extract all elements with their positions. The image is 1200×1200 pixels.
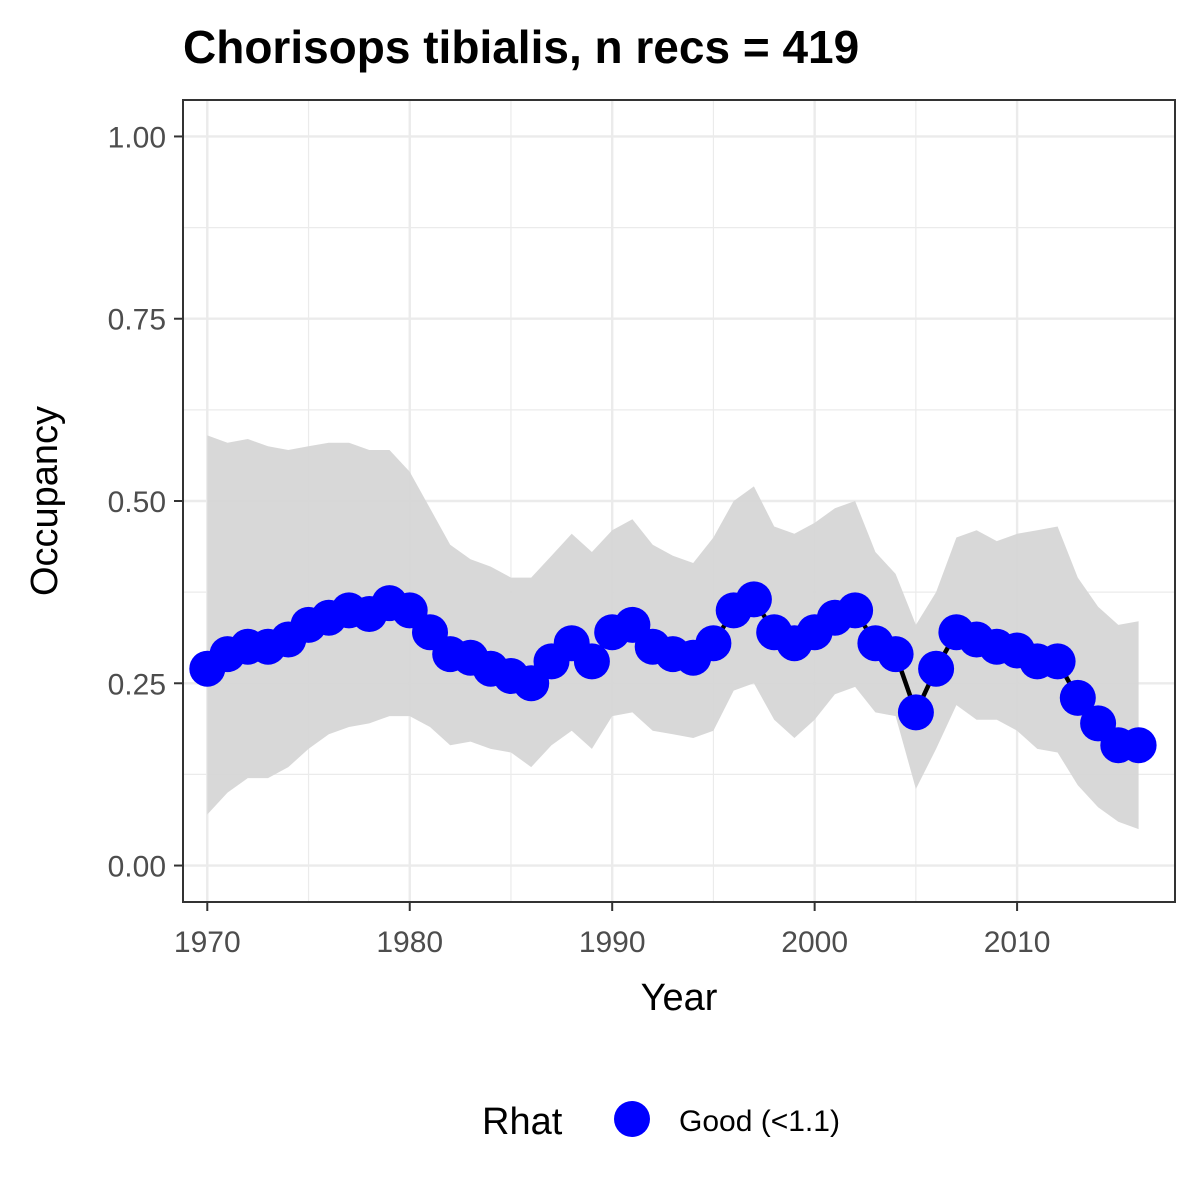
data-point [918, 650, 955, 687]
x-tick-label: 1970 [174, 926, 241, 959]
data-point [897, 694, 934, 731]
legend-key-point [614, 1101, 650, 1137]
x-axis-title: Year [641, 977, 718, 1019]
x-tick-label: 1990 [579, 926, 646, 959]
legend-label-good: Good (<1.1) [679, 1105, 840, 1138]
y-tick-label: 0.50 [108, 486, 166, 519]
x-tick-label: 2010 [984, 926, 1051, 959]
data-point [837, 592, 874, 629]
legend-title: Rhat [482, 1101, 563, 1143]
data-points [189, 581, 1157, 764]
chart-title: Chorisops tibialis, n recs = 419 [183, 21, 859, 73]
data-point [573, 643, 610, 680]
y-tick-label: 0.00 [108, 851, 166, 884]
y-axis-title: Occupancy [24, 406, 66, 596]
x-tick-label: 2000 [781, 926, 848, 959]
confidence-ribbon [207, 435, 1139, 830]
data-point [1059, 679, 1096, 716]
plot-panel [182, 99, 1176, 903]
data-point [735, 581, 772, 618]
y-tick-label: 1.00 [108, 121, 166, 154]
y-tick-label: 0.75 [108, 304, 166, 337]
y-axis: 0.00 0.25 0.50 0.75 1.00 [108, 121, 183, 884]
data-point [695, 625, 732, 662]
data-point [1120, 727, 1157, 764]
y-tick-label: 0.25 [108, 668, 166, 701]
data-point [1039, 643, 1076, 680]
x-axis: 1970 1980 1990 2000 2010 [174, 902, 1051, 959]
legend: Rhat Good (<1.1) [482, 1101, 840, 1143]
data-point [877, 636, 914, 673]
x-tick-label: 1980 [376, 926, 443, 959]
